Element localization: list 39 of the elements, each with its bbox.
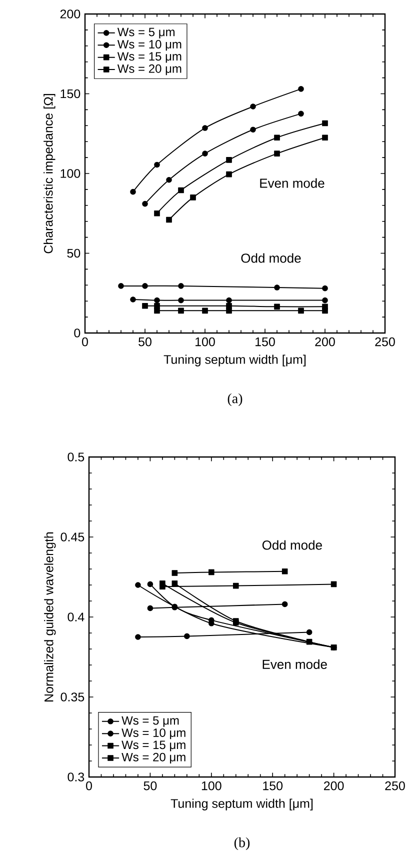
y-tick-label: 0.5 [68,452,84,462]
x-tick-label: 50 [144,781,157,790]
y-tick-label: 100 [60,169,80,178]
x-axis-title: Tuning septum width [μm] [170,798,313,810]
x-tick-label: 100 [196,337,215,346]
x-axis-title: Tuning septum width [μm] [164,354,306,366]
legend-label: Ws = 10 μm [117,40,182,51]
x-tick-label: 150 [256,337,275,346]
legend-label: Ws = 10 μm [122,728,186,740]
x-tick-label: 200 [324,781,344,790]
y-tick-label: 0.4 [68,612,84,622]
legend-label: Ws = 5 μm [117,28,174,38]
x-tick-label: 200 [315,337,335,346]
y-tick-label: 0 [74,328,80,338]
legend-label: Ws = 20 μm [122,752,186,764]
x-tick-label: 250 [375,337,395,346]
text: (a) [228,393,242,406]
x-tick-label: 100 [202,781,222,790]
y-tick-label: 0.45 [60,532,84,542]
annotation: Odd mode [262,540,322,550]
annotation: Even mode [262,659,327,669]
y-tick-label: 0.3 [68,772,84,782]
x-tick-label: 50 [138,337,152,346]
y-axis-title: Normalized guided wavelength [44,532,56,702]
annotation: Even mode [260,178,324,188]
legend-label: Ws = 5 μm [122,716,179,727]
x-tick-label: 150 [263,781,283,790]
y-tick-label: 200 [60,10,80,18]
y-axis-title: Characteristic impedance [Ω] [44,94,56,254]
y-tick-label: 0.35 [60,692,84,702]
legend-label: Ws = 15 μm [122,740,186,752]
y-tick-label: 150 [60,89,80,98]
y-tick-label: 50 [67,248,80,258]
legend-label: Ws = 20 μm [117,64,182,76]
annotation: Odd mode [241,253,301,263]
text: (b) [234,837,250,850]
x-tick-label: 0 [86,781,92,790]
x-tick-label: 250 [385,781,405,790]
legend-label: Ws = 15 μm [117,52,182,63]
